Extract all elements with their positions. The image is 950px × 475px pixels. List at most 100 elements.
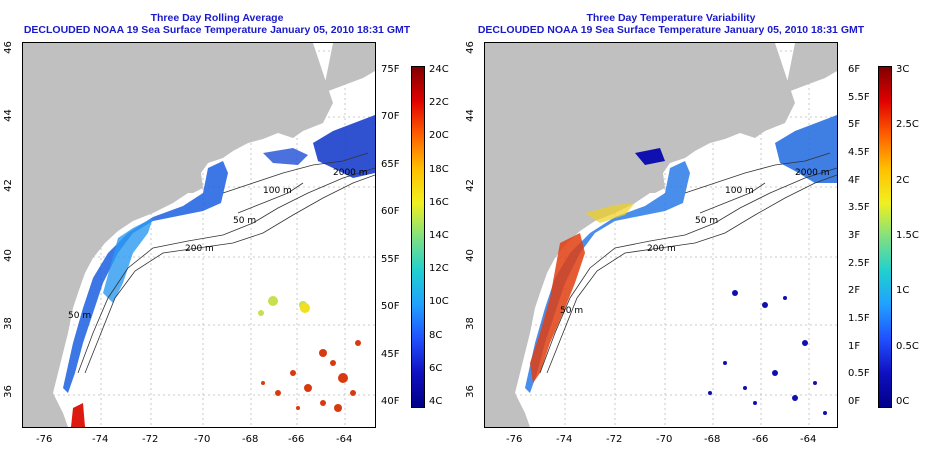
- left-colorbar-left-label: 45F: [381, 348, 400, 360]
- right-x-tick-74: -74: [556, 434, 573, 445]
- left-map-title: Three Day Rolling Average: [150, 12, 284, 24]
- left-map-svg: 200 m 2000 m 100 m 50 m 50 m: [23, 43, 375, 427]
- right-contour-label-50m-a: 50 m: [695, 216, 718, 226]
- right-maine-variability: [635, 148, 665, 165]
- right-y-tick-46: 46: [464, 41, 476, 54]
- left-x-tick-76: -76: [36, 434, 53, 445]
- right-map-subtitle: DECLOUDED NOAA 19 Sea Surface Temperatur…: [477, 24, 865, 36]
- left-colorbar-right-label: 20C: [429, 130, 449, 142]
- left-y-tick-44: 44: [2, 109, 14, 122]
- left-colorbar-left-label: 65F: [381, 158, 400, 170]
- left-x-tick-64: -64: [336, 434, 353, 445]
- left-colorbar-right-label: 6C: [429, 362, 443, 374]
- left-southern-warm: [71, 403, 85, 427]
- left-x-tick-70: -70: [194, 434, 211, 445]
- right-colorbar-left-label: 1.5F: [848, 313, 870, 324]
- left-colorbar-right-label: 18C: [429, 163, 449, 175]
- right-northeast-variability: [775, 115, 837, 183]
- right-contours: [539, 152, 837, 374]
- left-map-subtitle: DECLOUDED NOAA 19 Sea Surface Temperatur…: [23, 24, 411, 36]
- right-contour-label-50m-b: 50 m: [560, 306, 583, 316]
- right-y-tick-40: 40: [464, 249, 476, 262]
- left-colorbar-left-label: 70F: [381, 111, 400, 123]
- right-colorbar-left-label: 0.5F: [848, 368, 870, 380]
- left-colorbar-right-label: 10C: [429, 296, 449, 308]
- right-colorbar-right-label: 1C: [896, 285, 910, 297]
- left-colorbar-right-label: 8C: [429, 329, 443, 341]
- right-land-islands: [785, 43, 837, 93]
- right-y-tick-44: 44: [464, 109, 476, 122]
- left-y-tick-38: 38: [2, 317, 14, 330]
- right-map-title: Three Day Temperature Variability: [586, 12, 756, 24]
- right-x-tick-64: -64: [800, 434, 817, 445]
- left-coastal-sst: [63, 161, 228, 393]
- right-contour-label-100m: 100 m: [725, 186, 754, 196]
- left-land-islands: [323, 43, 375, 93]
- left-y-tick-42: 42: [2, 179, 14, 192]
- left-colorbar-left-label: 40F: [381, 396, 400, 407]
- right-high-variability: [530, 233, 585, 383]
- left-contours: [77, 152, 375, 374]
- right-colorbar-left-label: 2F: [848, 285, 861, 297]
- right-x-tick-68: -68: [704, 434, 721, 445]
- left-gulf-maine-sst: [263, 148, 308, 165]
- right-y-tick-38: 38: [464, 317, 476, 330]
- right-colorbar-left-label: 0F: [848, 396, 861, 407]
- right-colorbar-right-label: 3C: [896, 64, 910, 75]
- left-y-tick-46: 46: [2, 41, 14, 54]
- left-colorbar: [411, 66, 425, 408]
- right-colorbar-left-label: 5F: [848, 119, 861, 131]
- left-colorbar-left-label: 75F: [381, 64, 400, 75]
- left-x-tick-72: -72: [142, 434, 159, 445]
- left-land: [23, 43, 333, 427]
- right-colorbar-right-label: 0C: [896, 396, 910, 407]
- left-y-tick-36: 36: [2, 385, 14, 398]
- right-contour-label-200m: 200 m: [647, 244, 676, 254]
- left-warm-patches: [261, 340, 361, 412]
- right-colorbar-left-label: 5.5F: [848, 91, 870, 103]
- right-colorbar-left-label: 3F: [848, 230, 861, 241]
- left-colorbar-right-label: 12C: [429, 263, 449, 275]
- left-contour-label-2000m: 2000 m: [333, 168, 368, 178]
- left-yellow-patch: [300, 303, 310, 313]
- right-land: [485, 43, 795, 427]
- right-colorbar-left-label: 2.5F: [848, 257, 870, 269]
- right-x-tick-76: -76: [506, 434, 523, 445]
- right-y-tick-36: 36: [464, 385, 476, 398]
- left-contour-label-200m: 200 m: [185, 244, 214, 254]
- right-colorbar-right-label: 2C: [896, 174, 910, 186]
- right-colorbar-right-label: 0.5C: [896, 340, 919, 352]
- left-colorbar-right-label: 14C: [429, 230, 449, 241]
- left-mid-patches: [258, 296, 307, 316]
- left-map-panel: 200 m 2000 m 100 m 50 m 50 m: [22, 42, 376, 428]
- left-colorbar-left-label: 50F: [381, 301, 400, 313]
- right-colorbar-right-label: 1.5C: [896, 230, 919, 241]
- right-colorbar-left-label: 4F: [848, 174, 861, 186]
- right-map-panel: 200 m 2000 m 100 m 50 m 50 m: [484, 42, 838, 428]
- right-mid-variability: [585, 203, 635, 223]
- left-x-tick-68: -68: [242, 434, 259, 445]
- right-map-svg: 200 m 2000 m 100 m 50 m 50 m: [485, 43, 837, 427]
- right-colorbar-left-label: 3.5F: [848, 202, 870, 214]
- left-contour-label-50m-b: 50 m: [68, 311, 91, 321]
- right-colorbar-left-label: 1F: [848, 340, 861, 352]
- right-x-tick-70: -70: [656, 434, 673, 445]
- left-y-tick-40: 40: [2, 249, 14, 262]
- left-shelf-sst: [103, 218, 153, 303]
- left-northeast-sst: [313, 115, 375, 178]
- left-colorbar-left-label: 60F: [381, 206, 400, 218]
- right-colorbar: [878, 66, 892, 408]
- right-x-tick-72: -72: [606, 434, 623, 445]
- right-y-tick-42: 42: [464, 179, 476, 192]
- left-colorbar-right-label: 16C: [429, 196, 449, 208]
- left-contour-label-50m-a: 50 m: [233, 216, 256, 226]
- right-colorbar-left-label: 4.5F: [848, 147, 870, 158]
- left-colorbar-right-label: 24C: [429, 64, 449, 75]
- left-contour-label-100m: 100 m: [263, 186, 292, 196]
- left-x-tick-66: -66: [288, 434, 305, 445]
- left-colorbar-left-label: 55F: [381, 253, 400, 265]
- right-offshore-patches: [708, 290, 827, 415]
- left-colorbar-right-label: 22C: [429, 97, 449, 109]
- left-colorbar-right-label: 4C: [429, 396, 443, 407]
- right-colorbar-right-label: 2.5C: [896, 119, 919, 131]
